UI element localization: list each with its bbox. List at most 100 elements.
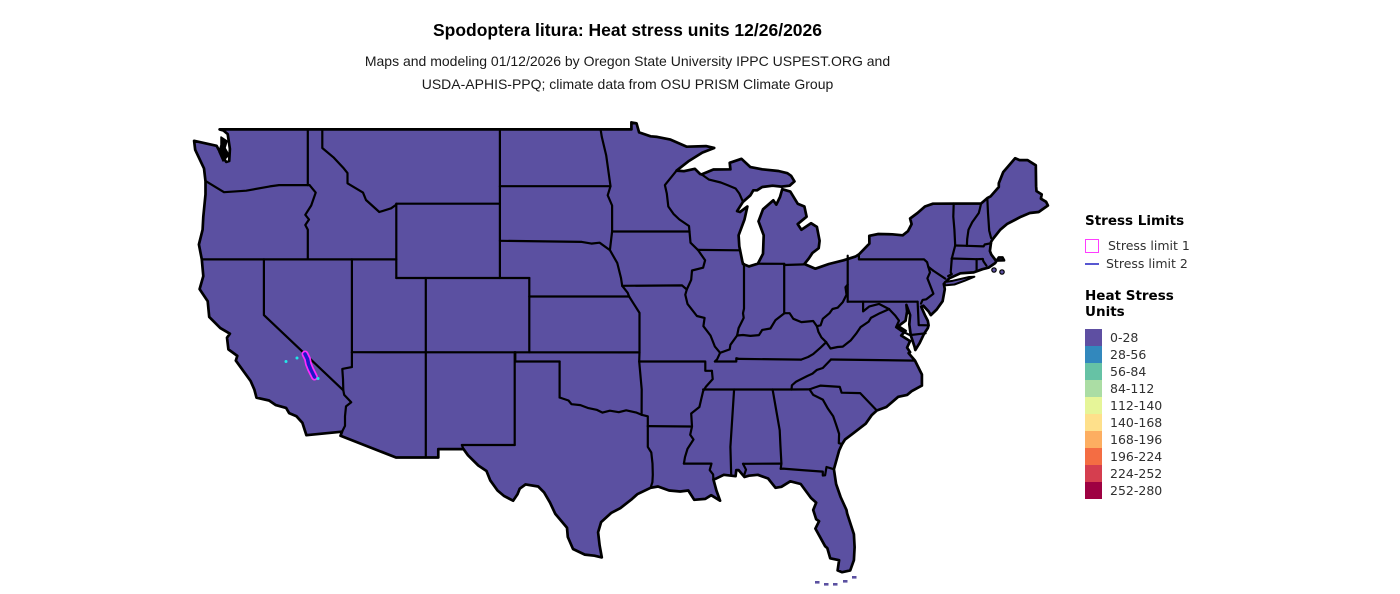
heat-stress-swatch (1085, 413, 1102, 431)
state-border (736, 312, 786, 337)
florida-keys-dot (824, 583, 829, 586)
state-border (606, 185, 614, 233)
us-map-outline (192, 121, 1050, 574)
state-border (700, 173, 745, 203)
stress-limit-row: Stress limit 1 (1085, 237, 1375, 255)
state-border (682, 369, 714, 465)
heat-stress-bin-row: 0-28 (1085, 328, 1375, 346)
heat-stress-bin-row: 196-224 (1085, 447, 1375, 465)
heat-stress-swatch (1085, 464, 1102, 482)
state-border (304, 184, 317, 261)
state-border (688, 230, 699, 251)
map-legend: Stress Limits Stress limit 1 Stress limit… (1085, 213, 1375, 499)
state-border (808, 384, 878, 412)
heat-stress-bin-label: 252-280 (1110, 482, 1163, 498)
state-border (916, 300, 930, 327)
state-border (638, 360, 713, 372)
state-border (599, 128, 612, 188)
heat-stress-bin-row: 84-112 (1085, 379, 1375, 397)
subtitle-line-2: USDA-APHIS-PPQ; climate data from OSU PR… (421, 76, 834, 92)
state-border (341, 351, 353, 392)
state-border (628, 295, 641, 354)
map-subtitle: Maps and modeling 01/12/2026 by Oregon S… (0, 50, 1255, 96)
heat-stress-swatch (1085, 447, 1102, 465)
state-border (952, 202, 957, 247)
state-border (646, 425, 654, 489)
state-border (808, 388, 844, 446)
heat-stress-rows: 0-28 28-56 56-84 84-112 112-140 140-168 168-19… (1085, 328, 1375, 499)
stress-limit-label: Stress limit 2 (1106, 256, 1188, 271)
heat-stress-bin-row: 140-168 (1085, 413, 1375, 431)
stress-anomaly-accent-dot (316, 377, 320, 380)
state-border (205, 180, 311, 194)
heat-stress-swatch (1085, 328, 1102, 346)
map-header: Spodoptera litura: Heat stress units 12/… (0, 0, 1255, 96)
state-border (783, 312, 818, 328)
coastal-island (991, 267, 997, 273)
state-border (986, 197, 993, 240)
state-border (741, 462, 748, 477)
page-title: Spodoptera litura: Heat stress units 12/… (432, 20, 823, 40)
heat-stress-bin-label: 112-140 (1110, 397, 1163, 413)
heat-stress-bin-label: 28-56 (1110, 346, 1147, 362)
state-border (608, 230, 624, 287)
stress-limits-heading: Stress Limits (1085, 213, 1185, 229)
florida-keys-dot (815, 581, 820, 584)
stress-limit-2-line-icon (1085, 262, 1099, 265)
stress-anomaly-area (303, 352, 317, 379)
stress-limit-row: Stress limit 2 (1085, 255, 1375, 273)
state-border (498, 239, 611, 252)
state-border (931, 269, 947, 280)
state-border (682, 462, 715, 481)
heat-stress-bin-row: 168-196 (1085, 430, 1375, 448)
heat-stress-heading: Heat Stress Units (1085, 288, 1375, 321)
stress-limit-1-square-icon (1085, 238, 1099, 253)
heat-stress-swatch (1085, 430, 1102, 448)
heat-stress-bin-label: 140-168 (1110, 414, 1163, 430)
state-border (638, 351, 643, 416)
state-border (321, 128, 398, 214)
state-border (950, 257, 984, 261)
heat-stress-swatch (1085, 481, 1102, 499)
state-border (829, 358, 917, 362)
heat-stress-bin-label: 56-84 (1110, 363, 1147, 379)
florida-keys-dot (852, 576, 857, 579)
heat-stress-swatch (1085, 396, 1102, 414)
state-border (771, 388, 783, 470)
state-border (965, 242, 993, 248)
state-border (621, 284, 688, 291)
state-border (815, 283, 849, 328)
heat-stress-swatch (1085, 379, 1102, 397)
state-border (736, 262, 746, 337)
state-border (783, 263, 806, 267)
state-border (713, 357, 803, 363)
stress-limit-label: Stress limit 1 (1108, 238, 1190, 253)
heat-stress-heading-line1: Heat Stress (1085, 287, 1174, 304)
florida-keys-dot (843, 580, 848, 583)
heat-stress-bin-label: 84-112 (1110, 380, 1155, 396)
state-border (888, 308, 912, 337)
heat-stress-bin-label: 0-28 (1110, 329, 1139, 345)
state-border (729, 388, 736, 477)
coastal-island (999, 269, 1005, 275)
state-border (862, 300, 891, 313)
state-border (684, 248, 722, 354)
state-border (919, 265, 935, 305)
state-border (825, 308, 891, 350)
heat-stress-bin-row: 56-84 (1085, 362, 1375, 380)
state-border (800, 341, 828, 361)
stress-anomaly-accent-dot (284, 360, 288, 363)
state-border (558, 396, 643, 416)
florida-keys-dot (833, 583, 838, 586)
state-border (790, 358, 833, 391)
stress-anomaly-accent-dot (295, 356, 299, 360)
heat-stress-bin-label: 224-252 (1110, 465, 1163, 481)
heat-stress-bin-label: 196-224 (1110, 448, 1163, 464)
state-border (779, 465, 835, 477)
heat-stress-swatch (1085, 362, 1102, 380)
heat-stress-bin-row: 252-280 (1085, 481, 1375, 499)
heat-stress-bin-label: 168-196 (1110, 431, 1163, 447)
state-border (640, 413, 649, 428)
puget-sound-detail (218, 136, 230, 162)
